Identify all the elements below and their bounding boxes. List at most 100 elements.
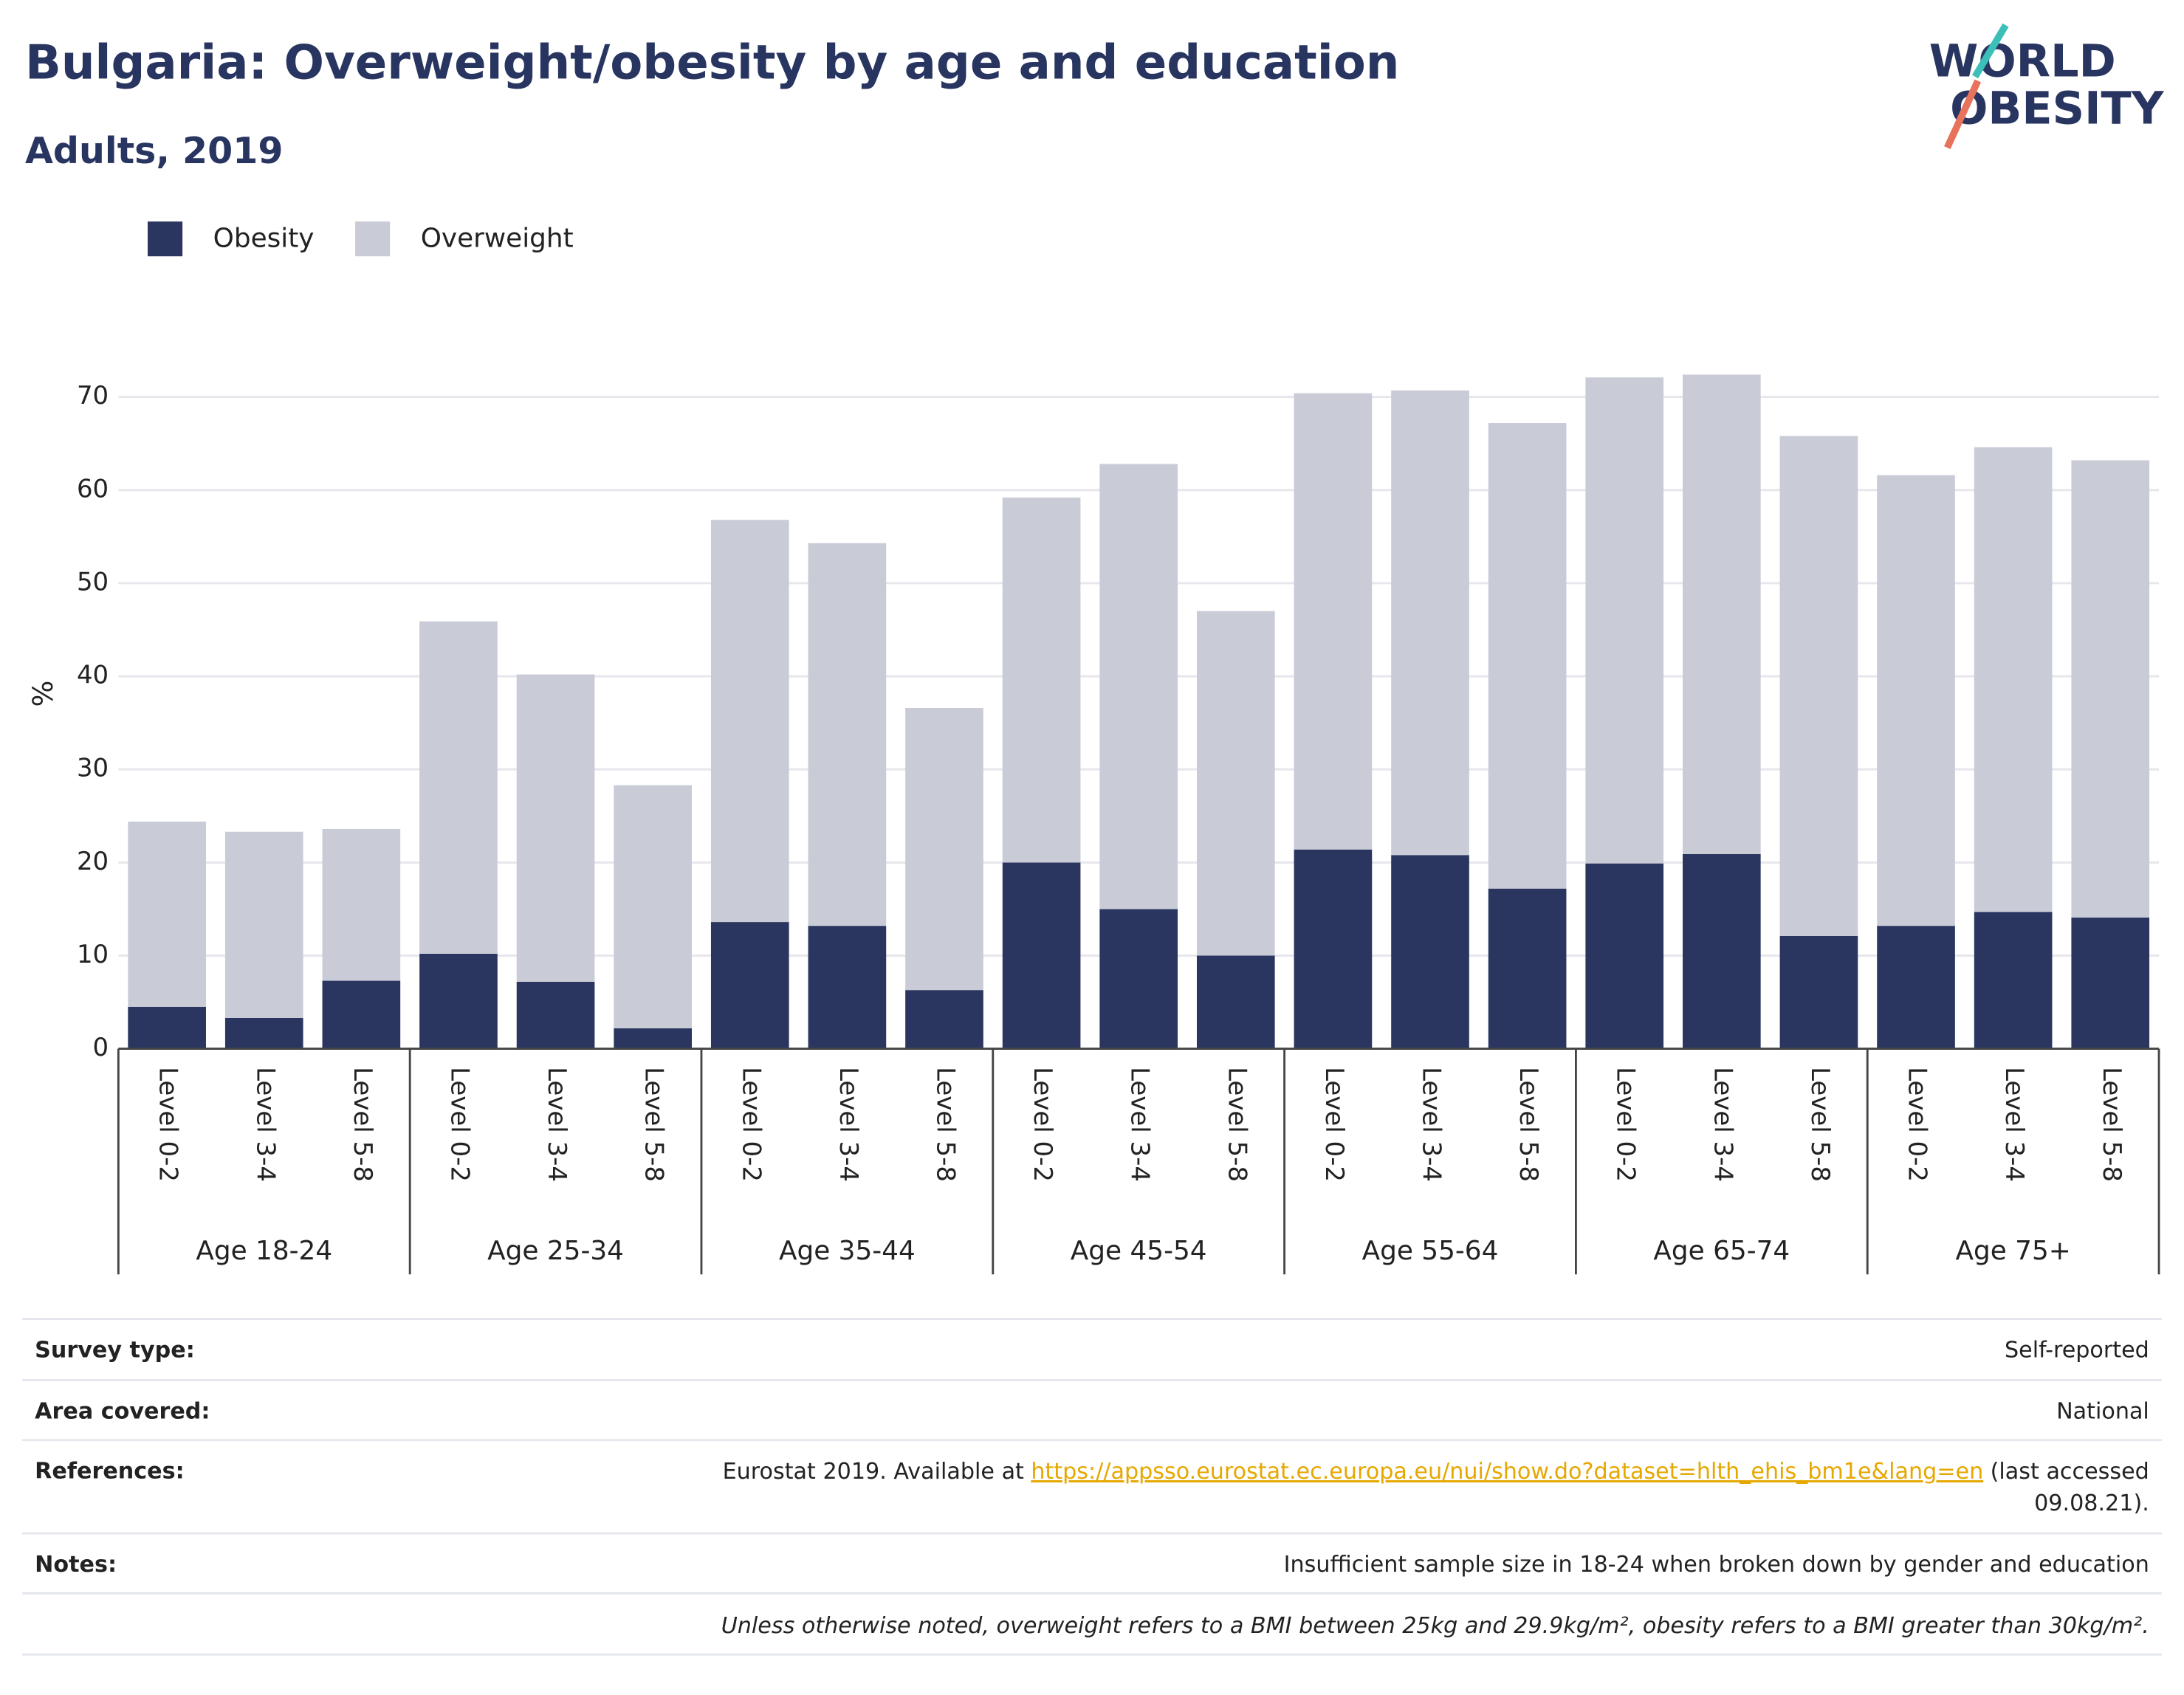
table-value: National	[2056, 1398, 2149, 1424]
x-tick-label: Level 0-2	[736, 1067, 766, 1182]
x-tick-label: Level 5-8	[2097, 1067, 2126, 1182]
bar-segment	[1196, 611, 1275, 956]
y-tick-label: 20	[77, 847, 109, 876]
legend-swatch	[355, 221, 391, 257]
logo-text: OBESITY	[1950, 83, 2165, 135]
logo-text: WORLD	[1929, 35, 2116, 87]
bar-segment	[2071, 917, 2150, 1049]
x-tick-label: Level 0-2	[1028, 1067, 1057, 1182]
y-tick-label: 40	[77, 661, 109, 690]
bar-segment	[1002, 497, 1081, 863]
bar-segment	[1099, 909, 1178, 1049]
bar-segment	[1585, 377, 1664, 864]
bar-segment	[1974, 912, 2053, 1049]
legend-label: Overweight	[421, 224, 574, 254]
bar-segment	[1877, 475, 1955, 926]
y-tick-label: 70	[77, 381, 109, 410]
group-label: Age 55-64	[1362, 1236, 1499, 1266]
x-tick-label: Level 3-4	[250, 1067, 280, 1182]
y-tick-label: 10	[77, 940, 109, 969]
bar-segment	[710, 922, 789, 1049]
x-tick-label: Level 0-2	[1903, 1067, 1932, 1182]
bar-segment	[1002, 862, 1081, 1049]
logo-slash	[1971, 23, 2009, 79]
x-tick-label: Level 0-2	[1611, 1067, 1641, 1182]
bar-segment	[1779, 935, 1858, 1049]
legend-swatch	[147, 221, 183, 257]
bar-segment	[1974, 447, 2053, 912]
logo-slash	[1944, 79, 1982, 150]
x-tick-label: Level 3-4	[834, 1067, 863, 1182]
bar-segment	[1779, 436, 1858, 936]
bar-segment	[1391, 390, 1469, 856]
y-tick-label: 0	[93, 1033, 109, 1062]
y-tick-label: 30	[77, 754, 109, 783]
x-tick-label: Level 3-4	[1708, 1067, 1737, 1182]
footnote: Unless otherwise noted, overweight refer…	[721, 1613, 2149, 1639]
table-value: Self-reported	[2005, 1337, 2149, 1363]
x-tick-label: Level 5-8	[930, 1067, 960, 1182]
group-label: Age 45-54	[1071, 1236, 1207, 1266]
table-value: 09.08.21).	[2034, 1491, 2149, 1516]
chart-subtitle: Adults, 2019	[25, 129, 284, 172]
bar-segment	[614, 1028, 692, 1049]
bar-segment	[1683, 374, 1761, 854]
bar-segment	[419, 621, 498, 954]
bar-segment	[808, 926, 887, 1049]
bar-segment	[1488, 423, 1567, 889]
x-tick-label: Level 0-2	[444, 1067, 474, 1182]
bar-segment	[516, 981, 595, 1049]
group-label: Age 18-24	[196, 1236, 332, 1266]
bar-segment	[1099, 464, 1178, 910]
y-axis-label: %	[27, 681, 59, 707]
x-tick-label: Level 5-8	[1805, 1067, 1835, 1182]
x-tick-label: Level 0-2	[1319, 1067, 1349, 1182]
y-tick-label: 50	[77, 567, 109, 596]
bar-segment	[322, 980, 401, 1049]
x-tick-label: Level 5-8	[639, 1067, 669, 1182]
bar-segment	[614, 785, 692, 1028]
bar-segment	[2071, 460, 2150, 918]
reference-link[interactable]: https://appsso.eurostat.ec.europa.eu/nui…	[1031, 1459, 1983, 1485]
group-label: Age 25-34	[487, 1236, 624, 1266]
bar-segment	[808, 543, 887, 926]
y-tick-label: 60	[77, 474, 109, 503]
bar-segment	[128, 1006, 206, 1049]
bar-segment	[224, 1017, 303, 1049]
bar-segment	[905, 990, 983, 1049]
group-label: Age 65-74	[1653, 1236, 1790, 1266]
x-tick-label: Level 3-4	[1999, 1067, 2029, 1182]
bar-segment	[128, 821, 206, 1007]
table-label: Notes:	[35, 1552, 117, 1578]
bar-segment	[1294, 849, 1373, 1049]
table-label: Survey type:	[35, 1337, 195, 1363]
x-tick-label: Level 3-4	[1417, 1067, 1446, 1182]
bar-segment	[419, 953, 498, 1049]
bar-segment	[905, 707, 983, 991]
x-tick-label: Level 5-8	[1514, 1067, 1543, 1182]
bar-segment	[224, 831, 303, 1018]
x-tick-label: Level 3-4	[1125, 1067, 1155, 1182]
x-tick-label: Level 0-2	[154, 1067, 183, 1182]
legend-label: Obesity	[213, 224, 315, 254]
bar-segment	[1488, 888, 1567, 1049]
x-tick-label: Level 5-8	[1222, 1067, 1251, 1182]
bar-segment	[1585, 863, 1664, 1049]
x-tick-label: Level 5-8	[348, 1067, 377, 1182]
bar-segment	[1196, 955, 1275, 1049]
table-value: Eurostat 2019. Available at https://appss…	[723, 1459, 2149, 1485]
table-value: Insufficient sample size in 18-24 when b…	[1284, 1552, 2149, 1578]
bar-segment	[322, 828, 401, 981]
chart-title: Bulgaria: Overweight/obesity by age and …	[25, 35, 1400, 90]
reference-text: (last accessed	[1991, 1459, 2149, 1485]
table-label: References:	[35, 1459, 184, 1485]
reference-text: Eurostat 2019. Available at	[723, 1459, 1024, 1485]
table-label: Area covered:	[35, 1398, 210, 1424]
bar-segment	[1877, 926, 1955, 1049]
bar-segment	[516, 674, 595, 982]
bar-segment	[1683, 853, 1761, 1049]
group-label: Age 75+	[1955, 1236, 2070, 1266]
x-tick-label: Level 3-4	[542, 1067, 571, 1182]
